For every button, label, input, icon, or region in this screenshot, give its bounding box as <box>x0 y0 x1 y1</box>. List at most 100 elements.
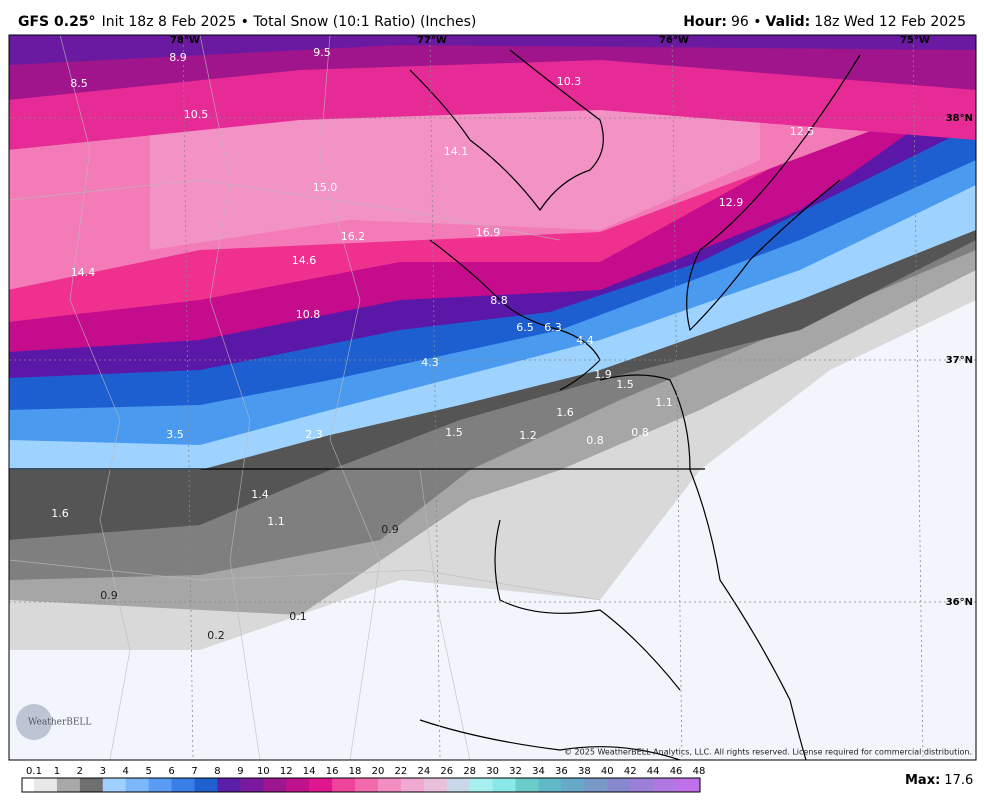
point-value: 12.5 <box>790 125 815 138</box>
point-value: 0.9 <box>100 589 118 602</box>
valid-value: 18z Wed 12 Feb 2025 <box>814 14 966 30</box>
point-value: 6.3 <box>544 321 562 334</box>
description: Init 18z 8 Feb 2025 • Total Snow (10:1 R… <box>102 14 477 30</box>
colorbar-label: 30 <box>486 766 499 777</box>
colorbar-segment <box>286 778 310 792</box>
colorbar-label: 46 <box>670 766 683 777</box>
colorbar-segment <box>22 778 34 792</box>
colorbar-segment <box>309 778 333 792</box>
point-value: 0.8 <box>586 434 604 447</box>
meridian <box>671 35 683 760</box>
colorbar-segment <box>607 778 631 792</box>
colorbar-label: 24 <box>417 766 430 777</box>
logo-mark <box>16 704 52 740</box>
colorbar-label: 7 <box>191 766 197 777</box>
meridian <box>429 35 441 760</box>
colorbar-label: 5 <box>145 766 151 777</box>
point-value: 4.4 <box>576 334 594 347</box>
map: 8.9 9.5 10.3 8.5 10.5 12.5 14.1 15.0 12.9 16.2 16.… <box>9 35 976 760</box>
point-value: 0.9 <box>381 523 399 536</box>
meridian <box>182 35 194 760</box>
point-value: 1.1 <box>655 396 673 409</box>
model: GFS 0.25° <box>18 14 96 30</box>
colorbar-label: 10 <box>257 766 270 777</box>
point-value: 1.5 <box>445 426 463 439</box>
colorbar-label: 26 <box>440 766 453 777</box>
colorbar-label: 42 <box>624 766 637 777</box>
colorbar-segment <box>400 778 425 792</box>
point-value: 4.3 <box>421 356 439 369</box>
colorbar-label: 12 <box>280 766 293 777</box>
colorbar-segment <box>355 778 379 792</box>
colorbar-label: 8 <box>214 766 220 777</box>
point-value: 1.6 <box>51 507 69 520</box>
colorbar-segment <box>194 778 218 792</box>
map-frame <box>8 34 977 761</box>
point-value: 1.1 <box>267 515 285 528</box>
colorbar-label: 9 <box>237 766 243 777</box>
logo: WeatherBELL <box>16 704 91 740</box>
colorbar-segment <box>584 778 608 792</box>
colorbar-segment <box>79 778 104 792</box>
meridian <box>912 35 924 760</box>
header-left: GFS 0.25° Init 18z 8 Feb 2025 • Total Sno… <box>18 14 476 30</box>
point-value: 12.9 <box>719 196 744 209</box>
colorbar-segment <box>538 778 562 792</box>
colorbar-label: 44 <box>647 766 660 777</box>
longitude-label: 77°W <box>417 35 447 46</box>
max-value: 17.6 <box>944 773 973 788</box>
point-value: 14.4 <box>71 266 96 279</box>
point-value: 10.3 <box>557 75 582 88</box>
colorbar-segment <box>148 778 173 792</box>
point-value: 0.2 <box>207 629 225 642</box>
point-value: 8.8 <box>490 294 508 307</box>
header-right: Hour: 96 • Valid: 18z Wed 12 Feb 2025 <box>683 14 966 30</box>
colorbar-segment <box>34 778 58 792</box>
valid-label: Valid: <box>766 14 811 30</box>
colorbar-label: 4 <box>123 766 129 777</box>
colorbar-segment <box>423 778 448 792</box>
colorbar-label: 20 <box>372 766 385 777</box>
colorbar-segment <box>492 778 517 792</box>
colorbar-segment <box>217 778 241 792</box>
colorbar-label: 14 <box>303 766 316 777</box>
colorbar-label: 3 <box>100 766 106 777</box>
colorbar-segment <box>240 778 264 792</box>
snow-bands <box>9 35 976 650</box>
colorbar-segment <box>676 778 700 792</box>
longitude-label: 76°W <box>659 35 689 46</box>
logo-text: WeatherBELL <box>28 718 91 728</box>
colorbar-label: 1 <box>54 766 60 777</box>
point-value: 1.6 <box>556 406 574 419</box>
colorbar-label: 6 <box>168 766 174 777</box>
colorbar-label: 22 <box>395 766 408 777</box>
point-value: 3.5 <box>166 428 184 441</box>
graticule <box>9 35 976 760</box>
latitude-label: 36°N <box>946 597 973 608</box>
colorbar-segment <box>469 778 494 792</box>
colorbar-segment <box>446 778 471 792</box>
max: Max: 17.6 <box>905 773 973 788</box>
point-value: 9.5 <box>313 46 331 59</box>
colorbar-segment <box>125 778 150 792</box>
colorbar-segment <box>653 778 677 792</box>
max-label: Max: <box>905 773 940 788</box>
point-value: 1.5 <box>616 378 634 391</box>
colorbar-label: 2 <box>77 766 83 777</box>
colorbar-segment <box>102 778 127 792</box>
point-values: 8.9 9.5 10.3 8.5 10.5 12.5 14.1 15.0 12.9 16.2 16.… <box>51 46 814 642</box>
coastline <box>409 49 861 760</box>
point-value: 15.0 <box>313 181 338 194</box>
point-value: 16.9 <box>476 226 501 239</box>
colorbar: 0.1 1 2 3 4 5 6 7 8 9 10 12 14 16 18 20 22 24 26 28 30 32 34 36… <box>21 766 705 793</box>
colorbar-label: 28 <box>463 766 476 777</box>
point-value: 6.5 <box>516 321 534 334</box>
colorbar-segment <box>630 778 654 792</box>
colorbar-frame <box>21 777 701 793</box>
point-value: 2.3 <box>305 428 323 441</box>
point-value: 0.1 <box>289 610 307 623</box>
colorbar-label: 36 <box>555 766 568 777</box>
point-value: 14.1 <box>444 145 469 158</box>
hour-label: Hour: <box>683 14 727 30</box>
